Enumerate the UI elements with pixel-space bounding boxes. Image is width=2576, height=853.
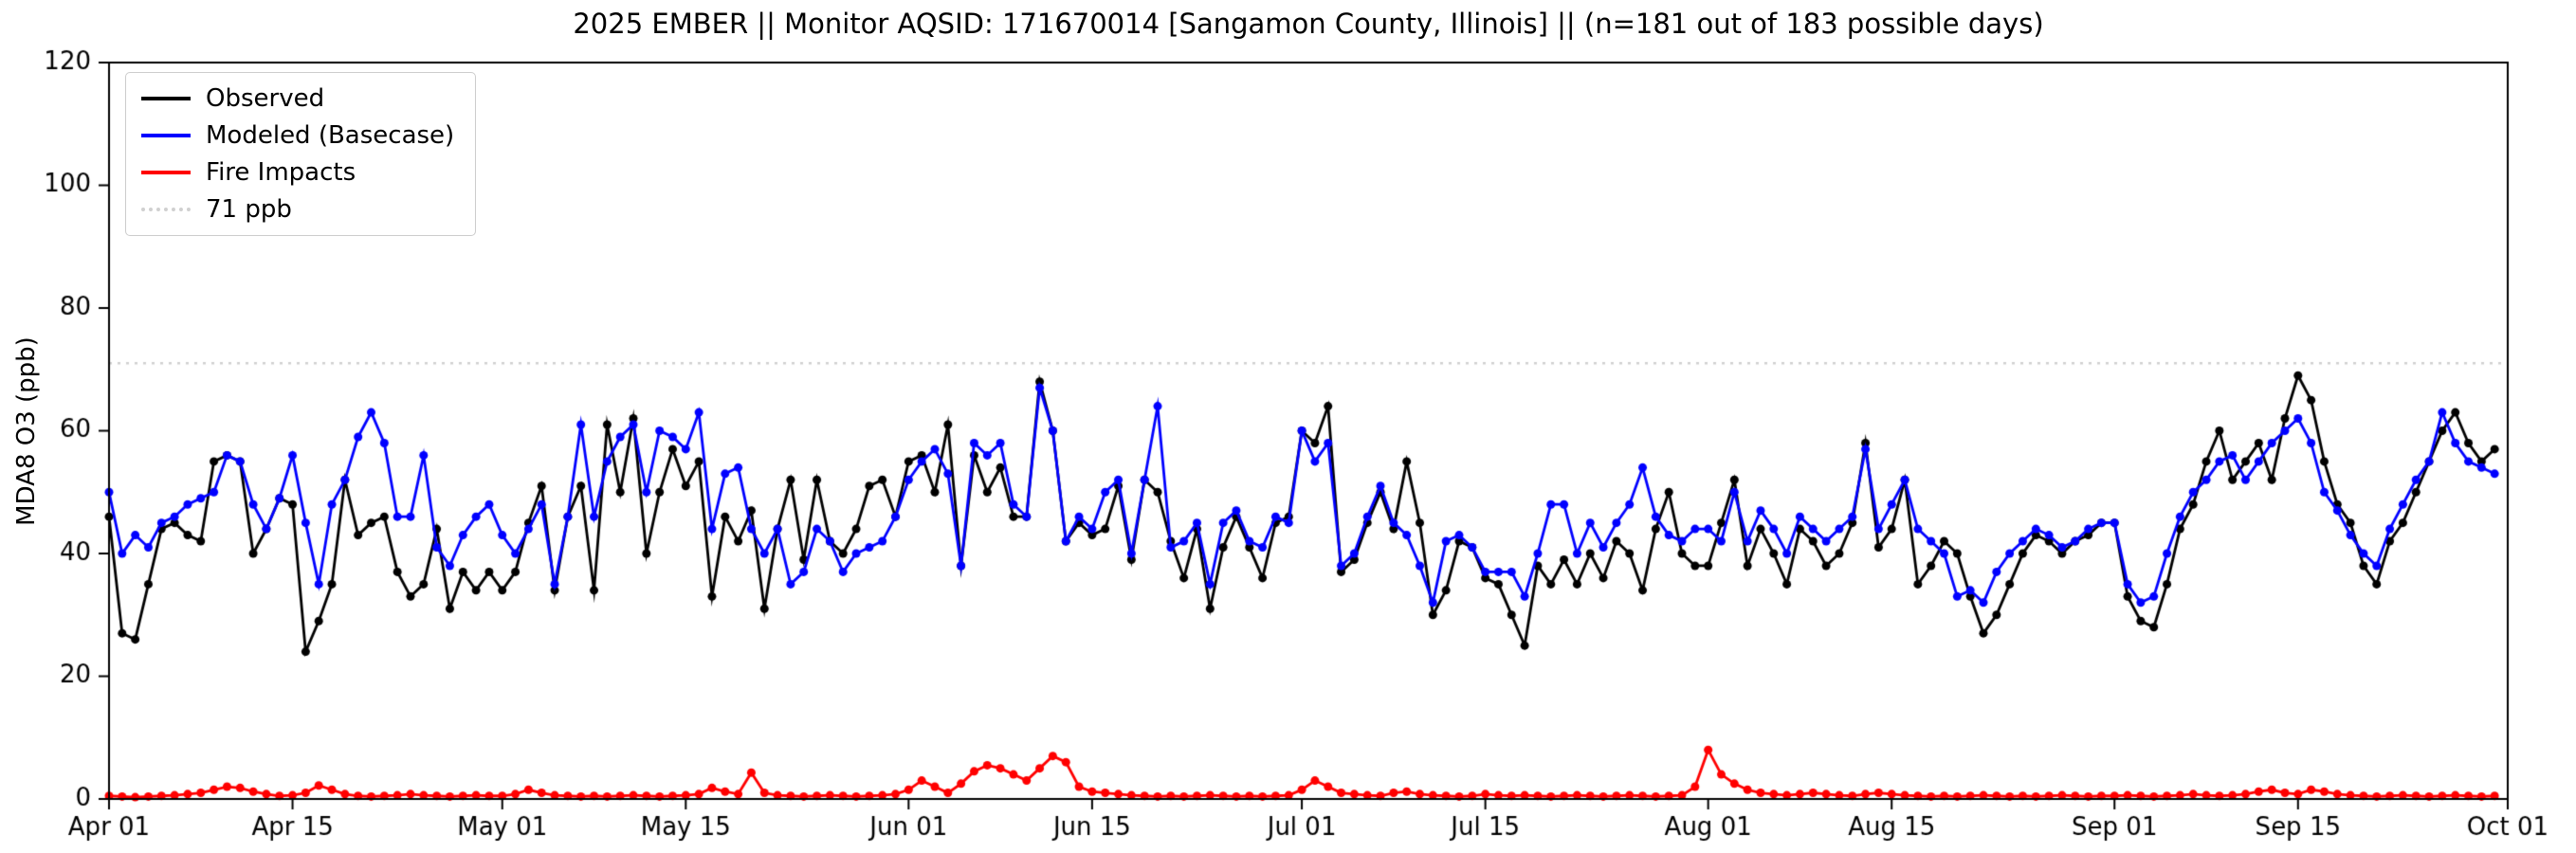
legend-item-threshold: 71 ppb	[141, 195, 454, 224]
legend-label-modeled: Modeled (Basecase)	[206, 121, 455, 150]
legend: Observed Modeled (Basecase) Fire Impacts…	[125, 72, 477, 236]
legend-label-observed: Observed	[206, 84, 325, 113]
legend-label-fire-impacts: Fire Impacts	[206, 158, 356, 187]
observed-line-swatch	[141, 97, 191, 100]
legend-item-observed: Observed	[141, 84, 454, 113]
threshold-line-swatch	[141, 208, 191, 211]
modeled-line-swatch	[141, 134, 191, 137]
legend-item-modeled: Modeled (Basecase)	[141, 121, 454, 150]
fire-impacts-line-swatch	[141, 171, 191, 174]
legend-item-fire-impacts: Fire Impacts	[141, 158, 454, 187]
legend-label-threshold: 71 ppb	[206, 195, 292, 224]
